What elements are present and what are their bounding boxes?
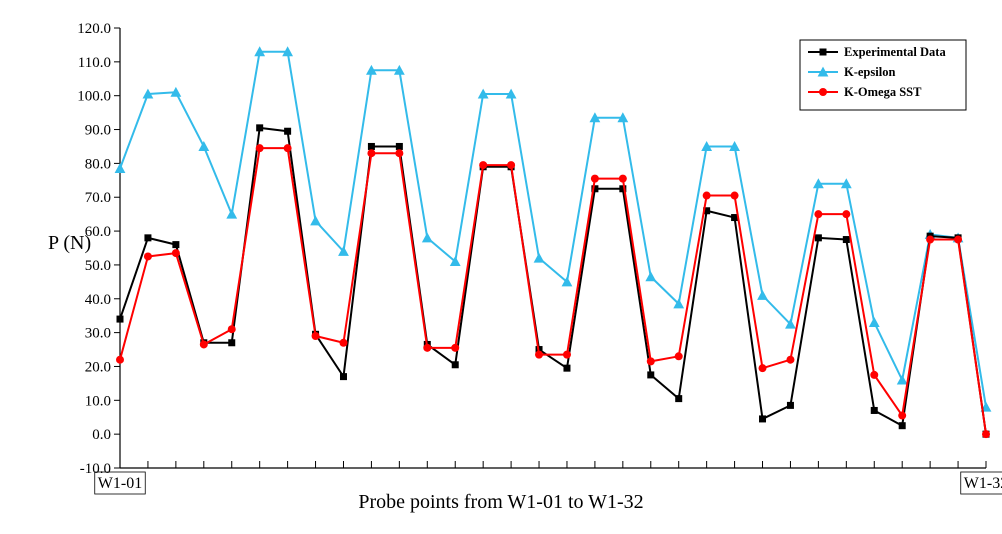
svg-text:10.0: 10.0 bbox=[85, 393, 111, 409]
svg-text:120.0: 120.0 bbox=[77, 21, 111, 37]
svg-text:80.0: 80.0 bbox=[85, 156, 111, 172]
chart-container: -10.00.010.020.030.040.050.060.070.080.0… bbox=[0, 0, 1002, 534]
svg-text:40.0: 40.0 bbox=[85, 292, 111, 308]
y-axis-label: P (N) bbox=[48, 232, 91, 255]
svg-text:20.0: 20.0 bbox=[85, 359, 111, 375]
svg-text:0.0: 0.0 bbox=[92, 427, 111, 443]
svg-text:K-epsilon: K-epsilon bbox=[844, 65, 895, 79]
svg-text:50.0: 50.0 bbox=[85, 258, 111, 274]
svg-text:Experimental Data: Experimental Data bbox=[844, 45, 946, 59]
svg-text:W1-32: W1-32 bbox=[964, 475, 1002, 492]
svg-text:70.0: 70.0 bbox=[85, 190, 111, 206]
svg-text:90.0: 90.0 bbox=[85, 123, 111, 139]
svg-text:110.0: 110.0 bbox=[78, 55, 111, 71]
chart-svg: -10.00.010.020.030.040.050.060.070.080.0… bbox=[0, 0, 1002, 534]
x-axis-label: Probe points from W1-01 to W1-32 bbox=[0, 491, 1002, 514]
svg-text:W1-01: W1-01 bbox=[98, 475, 142, 492]
svg-text:30.0: 30.0 bbox=[85, 326, 111, 342]
svg-text:K-Omega SST: K-Omega SST bbox=[844, 85, 922, 99]
svg-text:100.0: 100.0 bbox=[77, 89, 111, 105]
